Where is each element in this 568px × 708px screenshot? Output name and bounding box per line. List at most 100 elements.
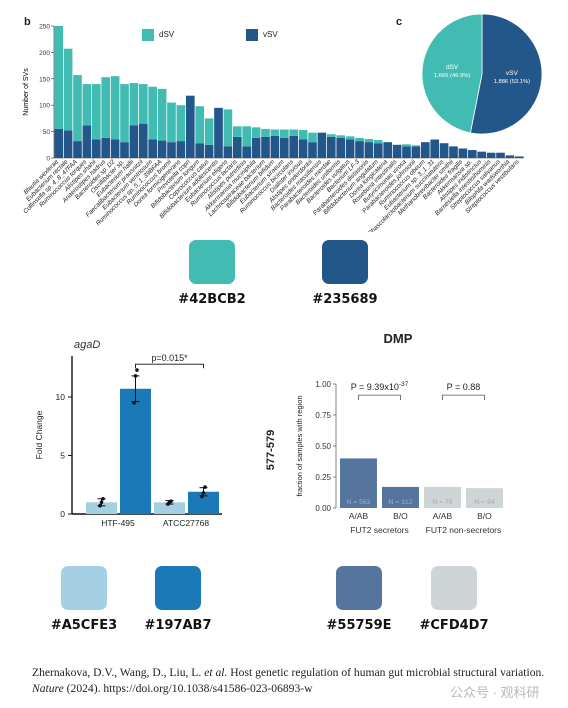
pie-label-dsv: dSV xyxy=(446,64,459,71)
bar-vsv xyxy=(317,132,327,158)
dmp-x-tick-label: B/O xyxy=(477,511,492,521)
bar-dsv xyxy=(204,118,214,145)
bar-dsv xyxy=(242,126,252,147)
y-axis-title: Number of SVs xyxy=(23,68,30,116)
bar-vsv xyxy=(514,156,524,158)
bar-vsv xyxy=(232,136,242,158)
bar-vsv xyxy=(355,141,364,158)
bar-dsv xyxy=(195,106,205,144)
bar-vsv xyxy=(439,143,449,158)
dmp-p-value: P = 0.88 xyxy=(447,382,481,392)
bar-vsv xyxy=(129,125,139,158)
y-tick-label: 150 xyxy=(39,76,50,83)
bar-vsv xyxy=(420,142,430,158)
watermark: 公众号 · 观科研 xyxy=(450,685,540,700)
panel-b-letter: b xyxy=(24,16,31,28)
dmp-significance-bracket xyxy=(442,394,485,401)
citation-journal: Nature xyxy=(32,682,64,695)
bar-vsv xyxy=(383,142,393,158)
bar-vsv xyxy=(411,146,421,158)
dmp-y-tick-label: 1.00 xyxy=(315,380,331,389)
bar-vsv xyxy=(138,123,148,158)
bar-dsv xyxy=(364,138,374,143)
bar-dsv xyxy=(110,76,120,140)
bar-vsv xyxy=(430,139,440,158)
bar-dsv xyxy=(411,145,421,147)
bar-dsv xyxy=(289,129,299,136)
bar-dsv xyxy=(157,88,167,141)
agad-y-tick-label: 5 xyxy=(60,450,65,460)
y-tick-label: 250 xyxy=(39,24,50,31)
agad-bar xyxy=(154,502,185,514)
bar-dsv xyxy=(138,84,148,124)
bar-vsv xyxy=(449,146,458,158)
agad-data-point xyxy=(201,491,206,495)
dmp-bar xyxy=(382,486,419,508)
bar-vsv xyxy=(326,136,336,158)
agad-data-point xyxy=(101,496,105,501)
citation-authors: Zhernakova, D.V., Wang, D., Liu, L. xyxy=(32,666,202,679)
dmp-bar xyxy=(466,488,503,508)
bar-vsv xyxy=(458,148,468,158)
bar-dsv xyxy=(101,77,111,138)
bar-dsv xyxy=(251,127,261,138)
color-swatch xyxy=(431,566,477,610)
color-swatch-hex-label: #235689 xyxy=(312,292,378,307)
bar-vsv xyxy=(242,146,252,158)
dmp-y-tick-label: 0.25 xyxy=(315,473,331,482)
bar-vsv xyxy=(289,135,299,158)
bar-vsv xyxy=(110,139,120,158)
bar-dsv xyxy=(308,132,317,143)
pie-slice-vsv xyxy=(469,13,543,135)
bar-vsv xyxy=(91,139,101,158)
bar-vsv xyxy=(298,139,308,158)
bar-dsv xyxy=(63,48,73,131)
dmp-bar-n-label: N = 563 xyxy=(346,499,370,506)
bar-vsv xyxy=(336,137,346,158)
dmp-y-tick-label: 0.75 xyxy=(315,411,331,420)
y-tick-label: 0 xyxy=(46,156,50,163)
agad-title: agaD xyxy=(74,339,100,351)
pie-label-vsv: vSV xyxy=(506,70,519,77)
bar-dsv xyxy=(73,75,82,142)
dmp-x-tick-label: B/O xyxy=(393,511,408,521)
agad-bar xyxy=(188,491,219,514)
agad-data-point xyxy=(203,485,207,489)
dmp-x-tick-label: A/AB xyxy=(349,511,369,521)
bar-vsv xyxy=(251,137,261,158)
bar-vsv xyxy=(167,142,176,158)
agad-y-tick-label: 10 xyxy=(56,392,66,402)
bar-dsv xyxy=(232,126,242,137)
bar-dsv xyxy=(326,134,336,137)
agad-x-tick-label: HTF-495 xyxy=(101,518,135,528)
agad-bar xyxy=(86,502,117,514)
bar-dsv xyxy=(91,84,101,140)
bar-vsv xyxy=(505,155,515,158)
bar-dsv xyxy=(298,130,308,140)
bar-vsv xyxy=(148,139,158,158)
bar-vsv xyxy=(101,137,111,158)
citation-title: Host genetic regulation of human gut mic… xyxy=(227,666,545,679)
legend-vsv-swatch xyxy=(246,29,258,41)
agad-data-point xyxy=(135,368,139,372)
dmp-p-value: P = 9.39x10-37 xyxy=(351,381,409,392)
bar-dsv xyxy=(54,26,64,129)
legend-dsv-label: dSV xyxy=(159,30,175,39)
bar-dsv xyxy=(120,84,129,143)
legend-dsv-swatch xyxy=(142,29,154,41)
bar-dsv xyxy=(82,84,92,126)
bar-dsv xyxy=(270,129,280,136)
dmp-region-label: 577-579 xyxy=(265,430,277,470)
y-tick-label: 100 xyxy=(39,103,50,110)
citation-etal: et al. xyxy=(204,666,228,679)
pie-slice-dsv xyxy=(421,13,483,134)
bar-dsv xyxy=(261,128,270,137)
citation-rest: (2024). https://doi.org/10.1038/s41586-0… xyxy=(63,682,313,695)
color-swatch-hex-label: #CFD4D7 xyxy=(419,618,489,633)
bar-dsv xyxy=(336,135,346,138)
bar-vsv xyxy=(223,146,233,158)
dmp-significance-bracket xyxy=(358,394,401,401)
bar-dsv xyxy=(373,140,383,144)
y-tick-label: 200 xyxy=(39,50,50,57)
legend-vsv-label: vSV xyxy=(263,30,278,39)
